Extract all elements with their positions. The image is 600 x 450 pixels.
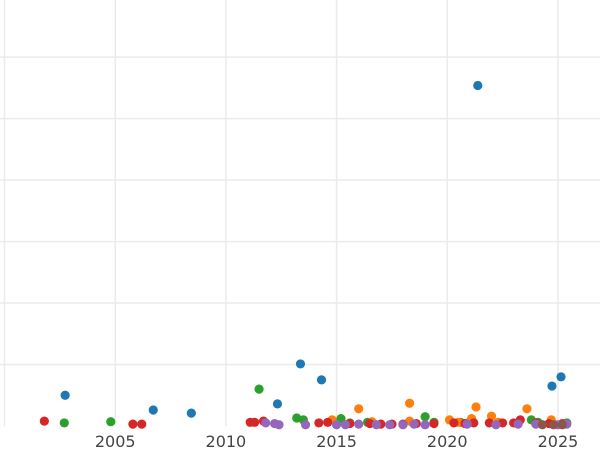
data-point [272,399,283,409]
data-point [547,381,557,391]
data-point [557,420,567,430]
data-point [449,418,459,428]
data-point [462,419,472,429]
data-point [148,405,158,415]
grid [0,0,600,426]
data-point [409,419,419,429]
data-point [274,420,284,430]
data-point [548,420,559,430]
data-point [60,390,70,400]
data-point [398,420,408,430]
series-0 [60,80,566,418]
data-point [137,419,147,429]
data-point [254,384,264,394]
data-point [331,420,342,430]
data-point [556,372,566,382]
data-point [261,418,271,428]
x-tick-label: 2020 [427,432,468,450]
data-point [354,419,364,429]
data-point [323,417,333,427]
data-point [385,420,395,430]
x-tick-label: 2010 [206,432,247,450]
series-5 [537,420,567,430]
data-point [128,419,138,429]
data-point [106,417,116,427]
data-point [471,402,481,412]
data-point [340,420,351,430]
x-tick-label: 2015 [316,432,357,450]
data-point [513,419,523,429]
data-point [295,359,306,369]
data-point [250,417,260,427]
data-point [491,420,501,430]
data-point [420,412,430,422]
data-point [314,418,324,428]
data-point [59,418,69,428]
data-point [354,404,364,414]
data-point [537,420,548,430]
x-tick-label: 2025 [538,432,579,450]
data-point [473,80,483,91]
data-point [405,398,415,408]
data-points [39,80,572,430]
data-point [316,375,327,385]
data-point [300,420,311,430]
x-tick-label: 2005 [95,432,136,450]
data-point [420,420,430,430]
data-point [522,404,532,414]
x-axis-ticks: 2005 2010 2015 2020 2025 [95,432,578,450]
data-point [371,420,382,430]
data-point [429,418,439,429]
data-point [39,416,49,426]
data-point [531,419,541,429]
data-point [186,408,196,418]
